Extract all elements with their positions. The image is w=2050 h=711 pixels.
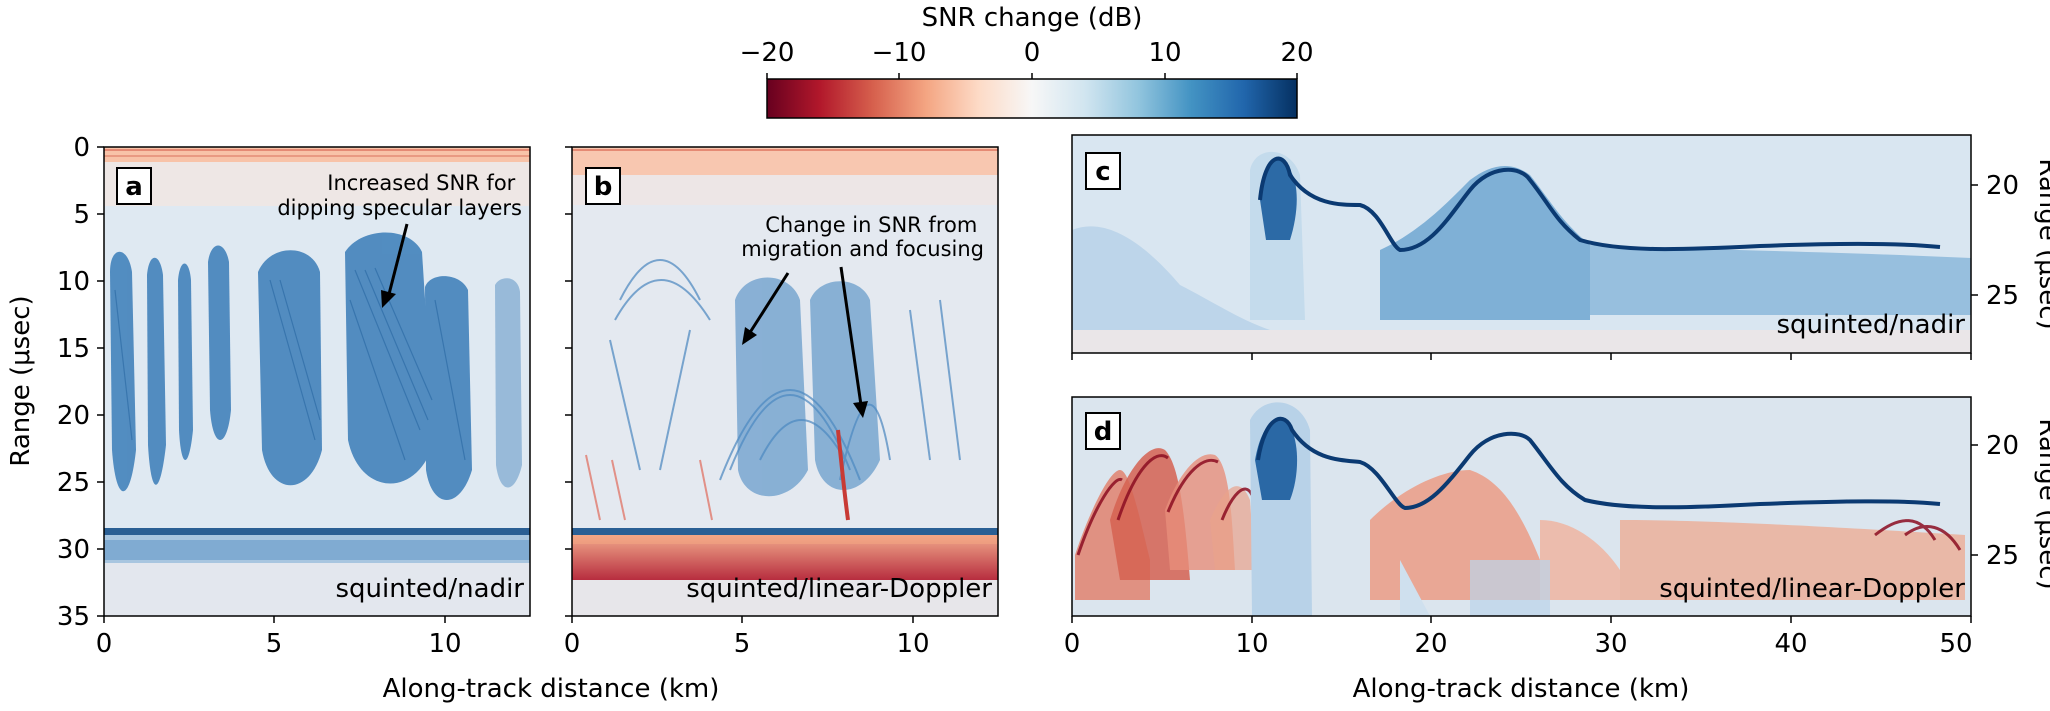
- colorbar-ticks: [766, 73, 1298, 79]
- svg-text:d: d: [1094, 417, 1113, 447]
- panel-b-annotation: Change in SNR from migration and focusin…: [741, 213, 984, 261]
- svg-text:c: c: [1095, 157, 1110, 187]
- panel-a-frame: [103, 146, 531, 617]
- colorbar-tick-labels: −20 −10 0 10 20: [740, 38, 1314, 68]
- panel-a-annotation: Increased SNR for dipping specular layer…: [277, 171, 522, 220]
- svg-text:35: 35: [57, 602, 90, 632]
- colorbar-tick-label: 20: [1280, 38, 1313, 68]
- panel-c-ylabel: Range (μsec): [2033, 158, 2050, 329]
- panel-c-panel-tag: c: [1085, 152, 1121, 190]
- svg-text:0: 0: [73, 133, 90, 163]
- svg-text:25: 25: [1986, 541, 2019, 571]
- svg-text:15: 15: [57, 334, 90, 364]
- panel-d-label: squinted/linear-Doppler: [1659, 574, 1965, 604]
- svg-text:25: 25: [1986, 281, 2019, 311]
- panel-c-reflector: [1258, 156, 1941, 253]
- panel-d-red-arcs: [1075, 448, 1965, 600]
- panel-b-red-streak: [836, 429, 850, 521]
- panel-b-label: squinted/linear-Doppler: [686, 574, 992, 604]
- panel-d-ylabel: Range (μsec): [2033, 418, 2050, 589]
- panel-a-ytick-labels: 0 5 10 15 20 25 30 35: [57, 133, 90, 632]
- panel-a: 0 5 10 15 20 25 30 35 0 5 10 a Increased SNR f…: [6, 133, 531, 659]
- panel-c-frame: [1071, 134, 1972, 354]
- panel-cd-xlabel: Along-track distance (km): [1353, 674, 1690, 704]
- colorbar-tick-label: −20: [740, 38, 795, 68]
- svg-text:30: 30: [57, 535, 90, 565]
- svg-text:0: 0: [564, 629, 581, 659]
- svg-text:0: 0: [1064, 629, 1081, 659]
- panel-c-structures: [1072, 151, 1971, 330]
- panel-b: 0 5 10 b Change in SNR from migration and …: [564, 146, 999, 659]
- panel-a-arrow: [381, 223, 409, 308]
- panel-d-panel-tag: d: [1085, 412, 1121, 450]
- colorbar-title: SNR change (dB): [922, 3, 1143, 33]
- colorbar: [766, 78, 1298, 119]
- panel-a-label: squinted/nadir: [335, 574, 524, 604]
- svg-text:b: b: [594, 172, 613, 202]
- panel-d-reflector: [1256, 416, 1941, 511]
- panel-b-blue-lobes: [735, 277, 880, 497]
- svg-text:10: 10: [57, 267, 90, 297]
- colorbar-tick-label: 0: [1024, 38, 1041, 68]
- panel-a-ylabel: Range (μsec): [6, 295, 36, 466]
- panel-a-bed-reflector: [104, 528, 530, 535]
- panel-a-xtick-labels: 0 5 10: [96, 629, 462, 659]
- svg-text:a: a: [125, 172, 143, 202]
- panel-b-arrow-2: [839, 266, 868, 418]
- svg-text:0: 0: [96, 629, 113, 659]
- panel-b-bed-reflector: [572, 528, 998, 535]
- panel-d-blue-regions: [1250, 402, 1550, 616]
- svg-text:30: 30: [1594, 629, 1627, 659]
- svg-text:10: 10: [428, 629, 461, 659]
- panel-a-surface-band: [104, 147, 530, 206]
- svg-text:20: 20: [57, 401, 90, 431]
- svg-text:5: 5: [734, 629, 751, 659]
- svg-text:25: 25: [57, 468, 90, 498]
- svg-text:40: 40: [1774, 629, 1807, 659]
- panel-a-texture: [114, 267, 466, 461]
- colorbar-tick-label: −10: [872, 38, 927, 68]
- panel-d-arc-edges: [1076, 454, 1962, 556]
- panel-a-blue-lobes: [110, 232, 522, 500]
- panel-c-label: squinted/nadir: [1776, 310, 1965, 340]
- panel-a-panel-tag: a: [116, 167, 152, 205]
- panel-b-panel-tag: b: [585, 167, 621, 205]
- panel-d-xtick-labels: 0 10 20 30 40 50: [1064, 629, 1973, 659]
- colorbar-tick-label: 10: [1148, 38, 1181, 68]
- panel-b-xtick-labels: 0 5 10: [564, 629, 930, 659]
- panel-b-frame: [571, 146, 999, 617]
- svg-text:20: 20: [1414, 629, 1447, 659]
- panel-ab-xlabel: Along-track distance (km): [383, 674, 720, 704]
- svg-text:50: 50: [1939, 629, 1972, 659]
- svg-text:10: 10: [1235, 629, 1268, 659]
- svg-text:5: 5: [73, 200, 90, 230]
- panel-d-frame: [1071, 396, 1972, 617]
- svg-text:5: 5: [266, 629, 283, 659]
- svg-text:20: 20: [1986, 431, 2019, 461]
- svg-text:10: 10: [896, 629, 929, 659]
- svg-text:20: 20: [1986, 171, 2019, 201]
- panel-b-arrow-1: [742, 272, 790, 345]
